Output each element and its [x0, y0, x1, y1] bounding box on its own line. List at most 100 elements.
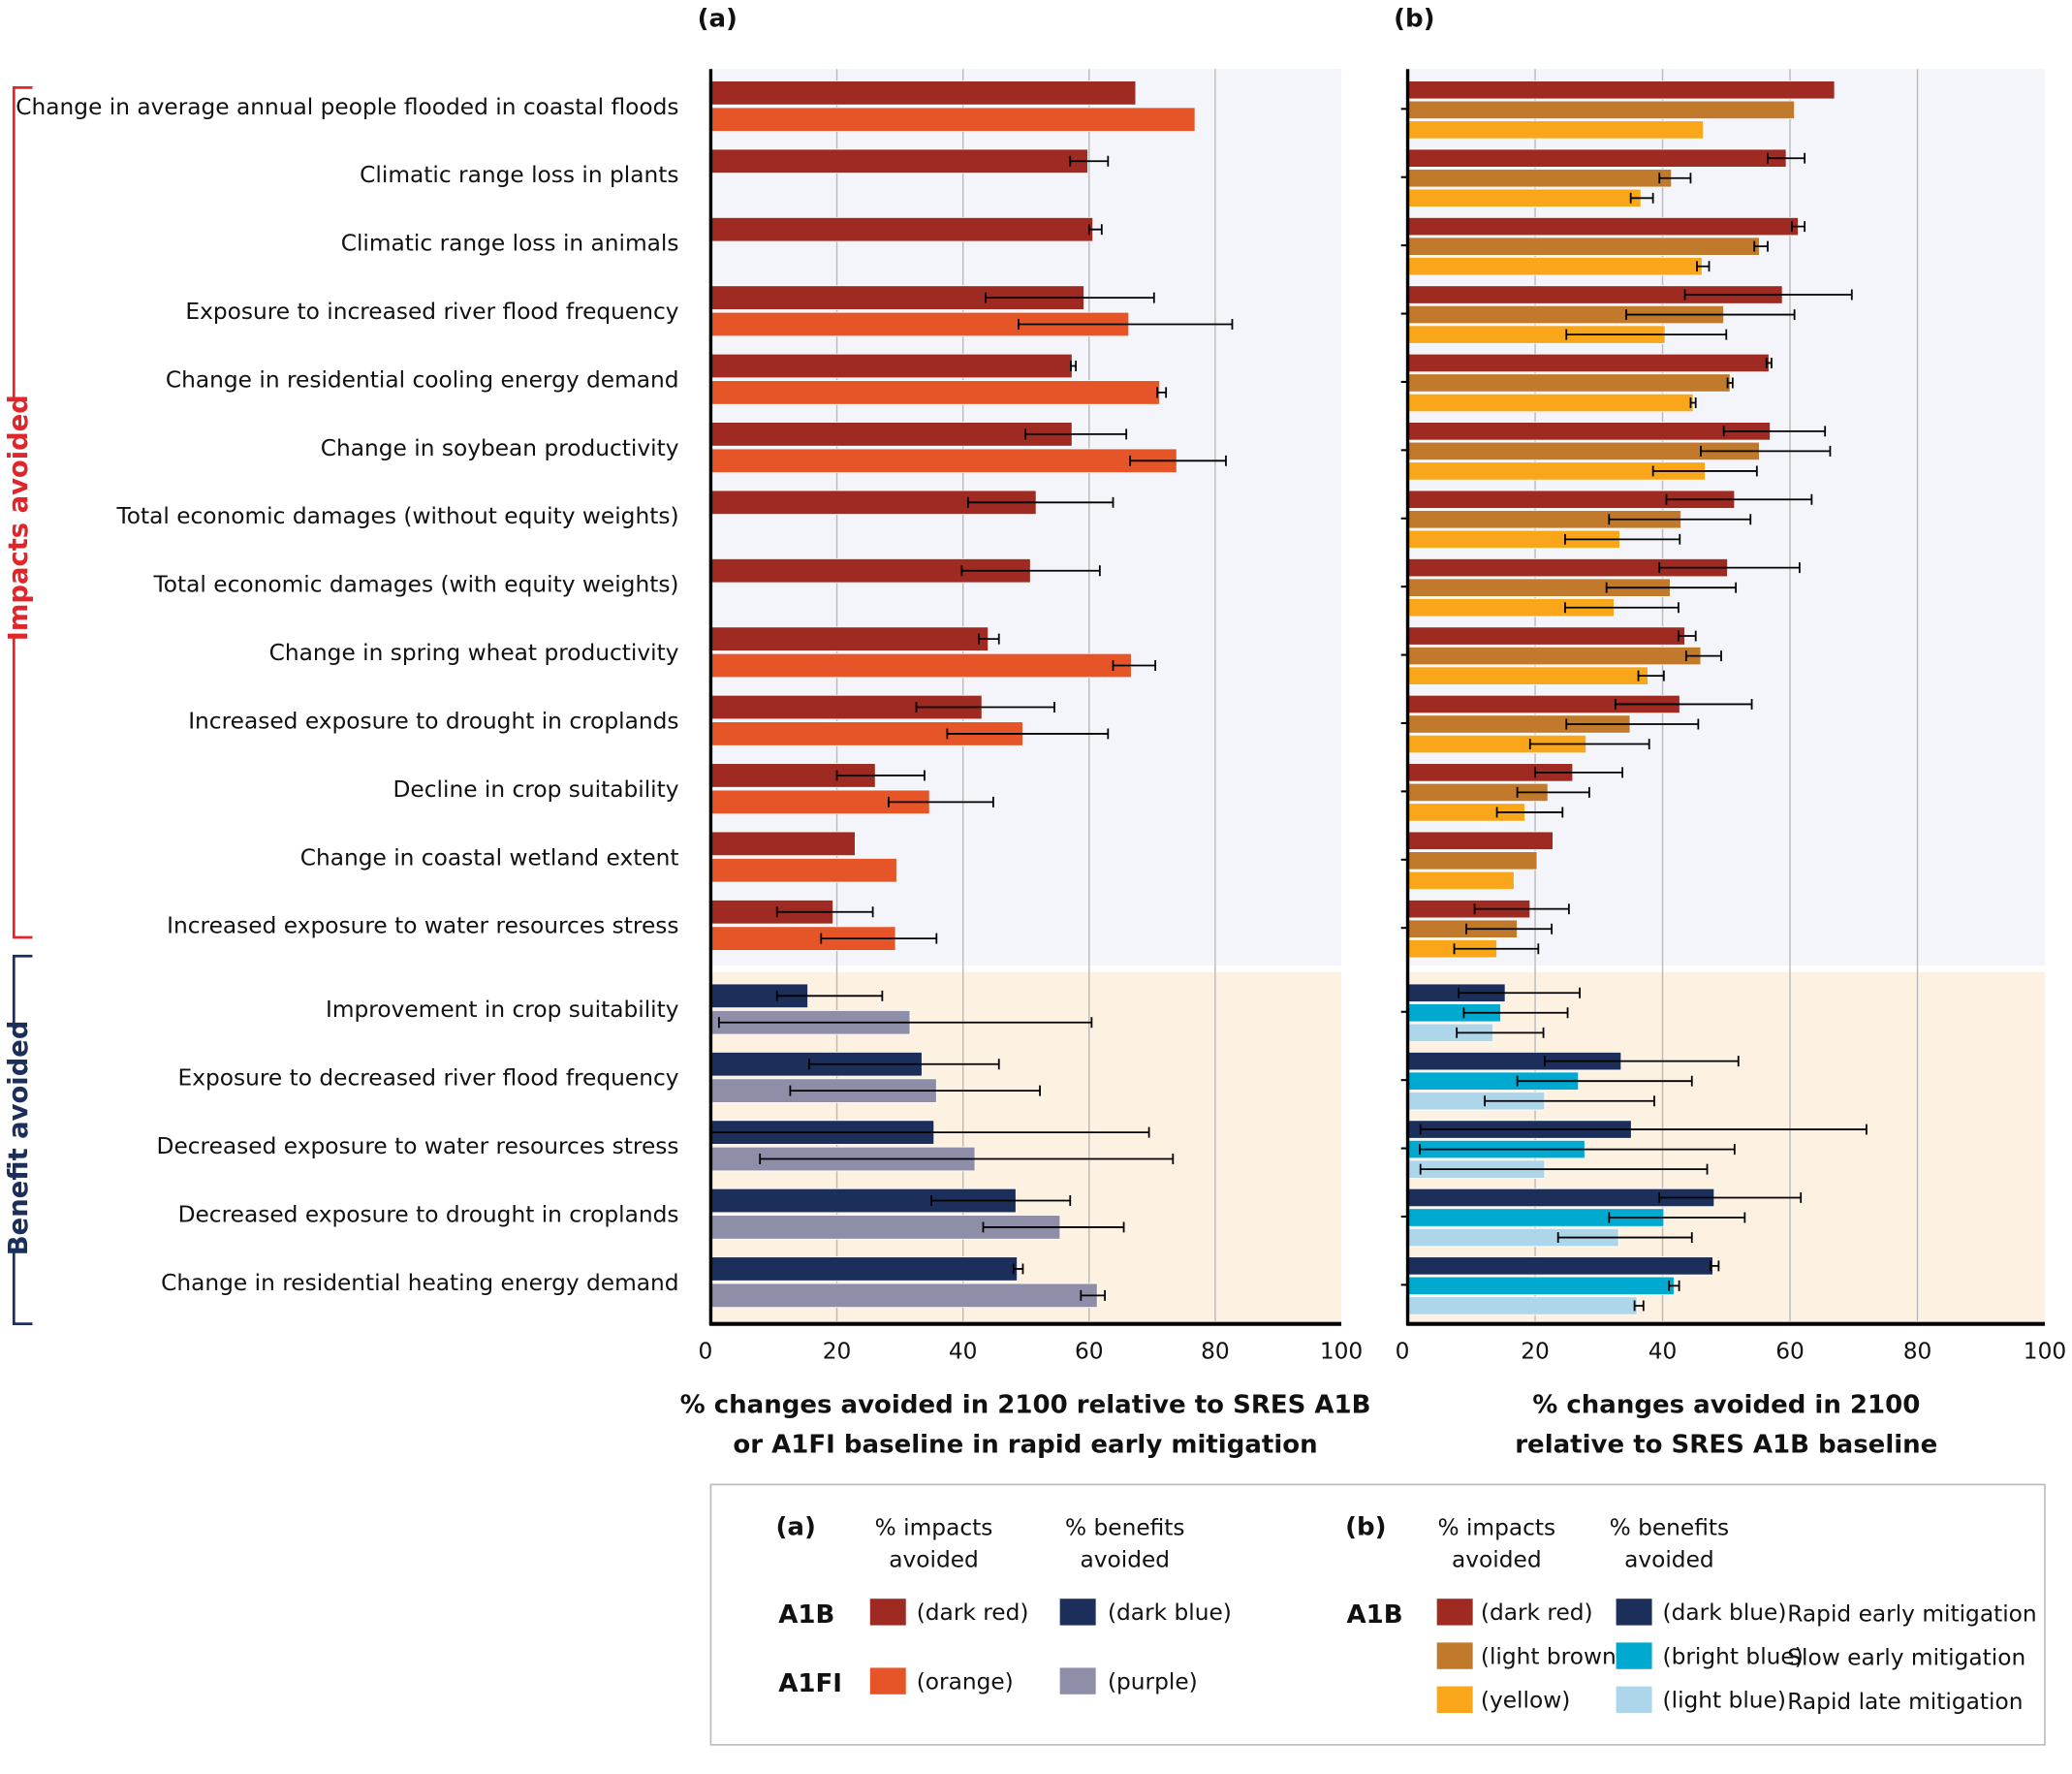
error-bar — [1565, 718, 1700, 730]
bar — [709, 626, 989, 651]
error-bar — [1689, 397, 1697, 408]
error-bar — [1614, 698, 1753, 710]
legend-label: (dark blue) — [1663, 1600, 1787, 1626]
legend-label: (purple) — [1108, 1668, 1198, 1695]
error-bar — [1625, 309, 1796, 321]
bar — [1407, 237, 1760, 256]
error-bar — [930, 1195, 1072, 1207]
legend-label: (orange) — [917, 1668, 1014, 1695]
error-bar — [978, 633, 1000, 645]
bar — [1407, 1256, 1713, 1276]
error-bar — [1069, 155, 1110, 167]
error-bar — [1024, 428, 1128, 440]
panel-label: (a) — [698, 4, 738, 33]
category-label: Increased exposure to water resources st… — [167, 913, 678, 939]
error-bar — [1668, 1280, 1680, 1291]
x-tick-label: 20 — [1521, 1338, 1550, 1364]
category-label: Decreased exposure to water resources st… — [157, 1133, 679, 1159]
legend-label: (dark red) — [1481, 1600, 1593, 1626]
x-axis-title: % changes avoided in 2100 — [1532, 1390, 1920, 1419]
legend-swatch — [869, 1667, 906, 1695]
category-label: Change in spring wheat productivity — [269, 640, 679, 666]
category-label: Decreased exposure to drought in croplan… — [178, 1201, 679, 1227]
legend-panel-a: (a) — [776, 1512, 816, 1541]
bar — [709, 148, 1088, 174]
bar — [1407, 1276, 1675, 1296]
error-bar — [1678, 630, 1697, 642]
error-bar — [985, 292, 1155, 303]
error-bar — [960, 565, 1101, 577]
bar — [1407, 80, 1836, 100]
error-bar — [1700, 445, 1832, 457]
legend-col-impacts: % impacts — [1437, 1514, 1555, 1540]
legend-label: (light brown) — [1481, 1643, 1625, 1669]
bar — [1407, 373, 1731, 393]
x-tick-label: 40 — [1648, 1338, 1678, 1364]
category-label: Climatic range loss in animals — [341, 231, 679, 257]
error-bar — [1018, 319, 1234, 330]
error-bar — [1516, 1075, 1693, 1087]
error-bar — [1658, 1191, 1803, 1203]
error-bar — [1419, 1144, 1736, 1156]
bar — [1407, 831, 1554, 850]
bar — [1407, 666, 1648, 685]
bar — [709, 80, 1137, 106]
error-bar — [1544, 1056, 1740, 1067]
bar — [709, 107, 1196, 133]
category-label: Change in average annual people flooded … — [16, 94, 678, 120]
panel-label: (b) — [1394, 4, 1434, 33]
bar — [1407, 422, 1772, 441]
legend-panel-b: (b) — [1345, 1512, 1386, 1541]
error-bar — [835, 770, 926, 781]
bar — [1407, 393, 1694, 413]
x-axis-title: or A1FI baseline in rapid early mitigati… — [733, 1431, 1317, 1460]
error-bar — [1516, 786, 1590, 798]
legend-col-impacts: % impacts — [875, 1514, 993, 1540]
impacts-avoided-label: Impacts avoided — [4, 395, 34, 641]
error-bar — [1651, 465, 1758, 477]
legend-pathway: Rapid early mitigation — [1787, 1600, 2036, 1627]
legend-col-benefits: % benefits — [1610, 1514, 1730, 1540]
category-label: Decline in crop suitability — [393, 776, 679, 803]
x-tick-label: 0 — [699, 1338, 713, 1364]
error-bar — [1456, 1027, 1545, 1038]
x-tick-label: 60 — [1775, 1338, 1805, 1364]
error-bar — [717, 1017, 1093, 1029]
error-bar — [887, 796, 994, 808]
error-bar — [1665, 493, 1813, 505]
legend-swatch — [869, 1599, 906, 1626]
impacts-bracket — [12, 86, 33, 939]
legend-pathway: Rapid late mitigation — [1787, 1689, 2023, 1715]
error-bar — [1684, 650, 1722, 662]
error-bar — [1564, 602, 1680, 614]
error-bar — [1608, 1212, 1746, 1223]
bar — [709, 216, 1094, 242]
legend-col-benefits: avoided — [1624, 1546, 1714, 1572]
benefit-avoided-label: Benefit avoided — [4, 1021, 34, 1256]
bar — [1407, 120, 1705, 140]
legend-swatch — [1616, 1599, 1652, 1626]
error-bar — [946, 728, 1110, 740]
x-tick-label: 80 — [1201, 1338, 1230, 1364]
legend-label: (bright blue) — [1663, 1643, 1804, 1669]
category-label: Change in residential heating energy dem… — [161, 1270, 678, 1296]
error-bar — [1637, 670, 1665, 681]
bar — [1407, 188, 1642, 207]
error-bar — [1080, 1289, 1106, 1301]
category-label: Climatic range loss in plants — [360, 162, 678, 188]
category-label: Increased exposure to drought in croplan… — [188, 708, 678, 734]
error-bar — [1528, 739, 1650, 750]
bar — [709, 831, 856, 857]
error-bar — [1495, 807, 1564, 818]
error-bar — [1791, 221, 1806, 233]
bar — [709, 652, 1132, 679]
bar — [1407, 353, 1770, 373]
legend-swatch — [1616, 1686, 1652, 1713]
error-bar — [808, 1059, 1000, 1070]
legend-label: (dark red) — [917, 1600, 1029, 1626]
bar — [1407, 851, 1538, 871]
bar — [1407, 216, 1799, 237]
category-label: Change in soybean productivity — [321, 435, 679, 461]
error-bar — [1726, 377, 1734, 389]
error-bar — [1605, 582, 1738, 593]
